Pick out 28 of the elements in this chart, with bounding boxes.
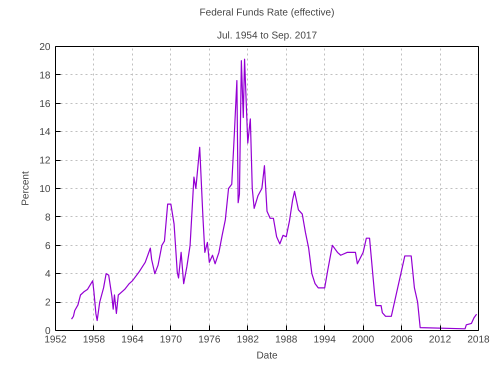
y-tick-label: 14	[39, 127, 51, 138]
x-tick-label: 1970	[160, 334, 182, 346]
y-tick-label: 6	[44, 240, 51, 252]
x-tick-label: 1976	[198, 334, 221, 346]
x-tick-label: 2006	[390, 334, 414, 346]
y-tick-label: 12	[39, 156, 51, 167]
chart-subtitle: Jul. 1954 to Sep. 2017	[216, 30, 318, 42]
x-tick-label: 1952	[44, 334, 68, 346]
y-axis-title: Percent	[20, 171, 32, 206]
x-tick-label: 2000	[352, 334, 375, 346]
x-tick-label: 1958	[82, 334, 106, 346]
y-tick-label: 2	[44, 298, 51, 309]
y-tick-label: 8	[44, 212, 51, 224]
y-tick-label: 16	[39, 98, 51, 110]
x-tick-label: 1988	[275, 334, 298, 346]
line-series	[70, 58, 478, 330]
chart-title: Federal Funds Rate (effective)	[200, 8, 334, 18]
y-tick-label: 18	[39, 70, 51, 82]
y-tick-label: 10	[39, 184, 51, 195]
x-axis-title: Date	[256, 350, 278, 362]
x-tick-label: 2018	[467, 334, 490, 346]
y-tick-label: 4	[44, 269, 51, 280]
y-tick-label: 20	[39, 42, 51, 53]
x-tick-label: 1982	[236, 334, 260, 346]
y-tick-label: 0	[44, 326, 51, 337]
x-tick-label: 2012	[428, 334, 452, 346]
x-tick-label: 1964	[121, 334, 144, 346]
x-tick-label: 1994	[314, 334, 336, 346]
